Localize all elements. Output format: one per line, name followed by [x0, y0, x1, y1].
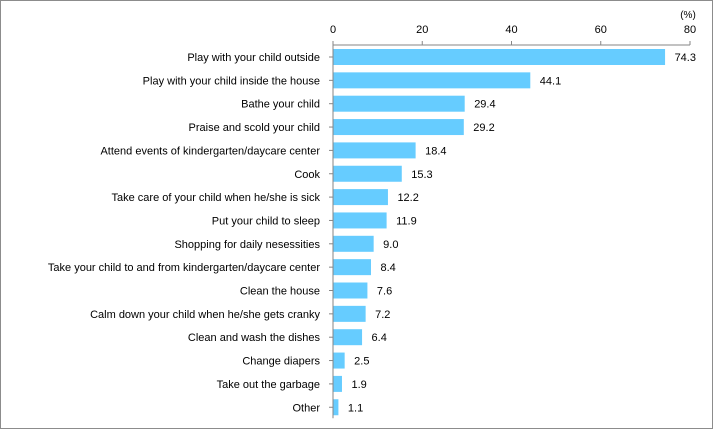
value-label: 12.2	[397, 192, 418, 204]
bar	[333, 95, 465, 112]
category-label: Calm down your child when he/she gets cr…	[90, 309, 320, 321]
bar	[333, 235, 374, 252]
category-label: Clean the house	[240, 286, 320, 298]
bar	[333, 49, 666, 65]
bar	[333, 259, 371, 276]
value-label: 29.2	[473, 122, 494, 134]
category-label: Clean and wash the dishes	[188, 332, 321, 344]
category-label: Bathe your child	[241, 99, 320, 111]
value-label: 74.3	[675, 52, 696, 64]
x-tick-label: 80	[684, 24, 696, 36]
x-axis: 0 20 40 60 80	[329, 24, 696, 419]
category-label: Play with your child inside the house	[143, 75, 320, 87]
bar	[333, 142, 416, 159]
category-label: Change diapers	[242, 356, 320, 368]
category-label: Take care of your child when he/she is s…	[112, 192, 321, 204]
value-label: 8.4	[380, 262, 395, 274]
value-label: 6.4	[372, 332, 387, 344]
bar	[333, 189, 388, 206]
category-label: Put your child to sleep	[212, 215, 320, 227]
category-label: Shopping for daily nesessities	[174, 239, 320, 251]
value-label: 15.3	[411, 169, 432, 181]
bar	[333, 119, 464, 136]
value-label: 1.1	[348, 402, 363, 414]
value-label: 2.5	[354, 356, 369, 368]
value-label: 7.2	[375, 309, 390, 321]
category-label: Attend events of kindergarten/daycare ce…	[100, 145, 320, 157]
bar	[333, 212, 387, 229]
bar	[333, 72, 531, 89]
x-tick-label: 60	[595, 24, 607, 36]
bars	[333, 49, 666, 416]
bar	[333, 352, 345, 369]
category-label: Play with your child outside	[187, 52, 320, 64]
value-label: 29.4	[474, 99, 495, 111]
value-label: 9.0	[383, 239, 398, 251]
category-label: Cook	[294, 169, 320, 181]
category-label: Take out the garbage	[217, 379, 320, 391]
bar	[333, 165, 402, 182]
bar	[333, 305, 366, 322]
category-labels: Play with your child outside Play with yo…	[48, 52, 321, 414]
bar	[333, 329, 363, 346]
bar	[333, 399, 339, 416]
x-tick-label: 20	[416, 24, 428, 36]
x-tick-label: 40	[505, 24, 517, 36]
value-label: 11.9	[396, 215, 417, 227]
bar	[333, 282, 368, 299]
x-tick-label: 0	[330, 24, 336, 36]
value-label: 44.1	[540, 75, 561, 87]
value-label: 7.6	[377, 286, 392, 298]
category-label: Praise and scold your child	[189, 122, 320, 134]
value-label: 18.4	[425, 145, 446, 157]
category-label: Take your child to and from kindergarten…	[48, 262, 320, 274]
value-labels: 74.3 44.1 29.4 29.2 18.4 15.3 12.2 11.9 9.0 8.4 7.…	[348, 52, 696, 414]
value-label: 1.9	[351, 379, 366, 391]
unit-label: (%)	[680, 10, 696, 21]
category-label: Other	[292, 402, 320, 414]
bar	[333, 375, 342, 392]
